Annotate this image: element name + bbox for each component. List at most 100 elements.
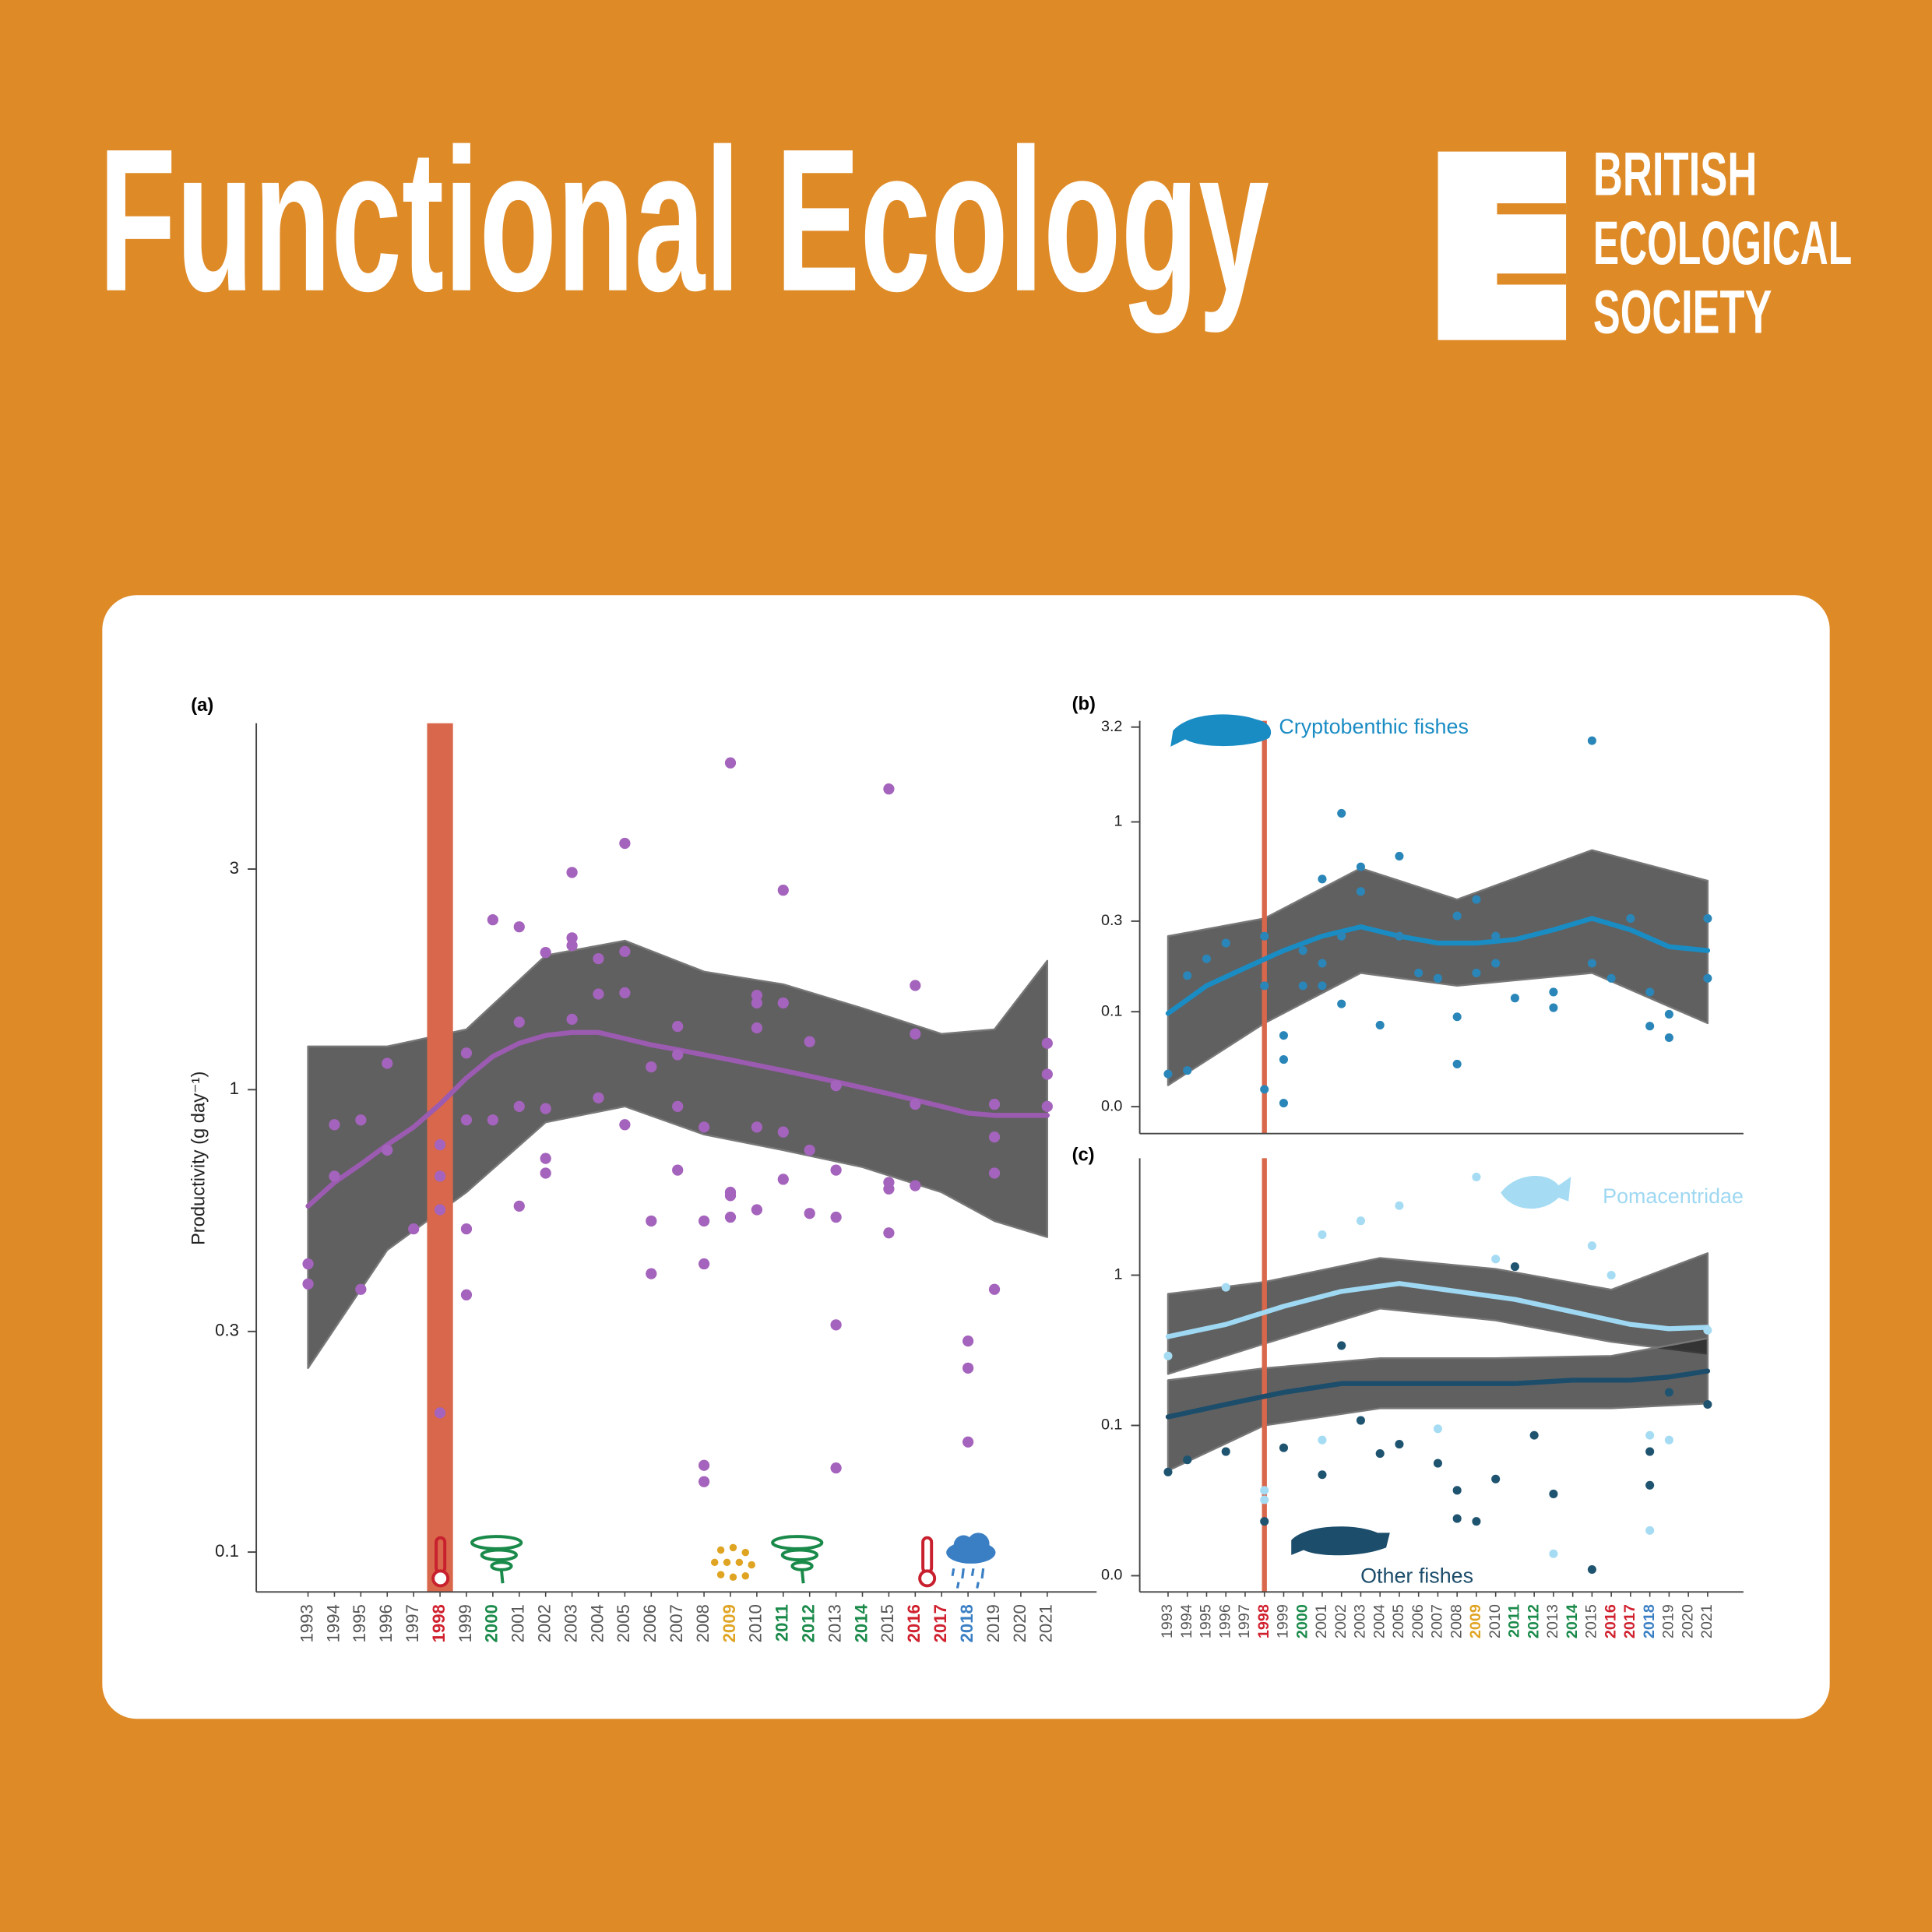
data-point xyxy=(1452,1486,1462,1495)
data-point xyxy=(1337,1341,1346,1350)
data-point xyxy=(1163,1351,1173,1360)
data-point xyxy=(1041,1068,1053,1080)
data-point xyxy=(1318,1435,1327,1445)
data-point xyxy=(672,1100,684,1112)
panel-label: (b) xyxy=(1072,694,1096,714)
legend-label: Other fishes xyxy=(1360,1564,1473,1587)
data-point xyxy=(1510,1262,1519,1272)
data-point xyxy=(883,1183,895,1195)
y-tick-label: 0.1 xyxy=(1101,1002,1122,1019)
data-point xyxy=(1491,931,1501,941)
trend-line xyxy=(1165,916,1711,1016)
data-point xyxy=(830,1080,842,1092)
fish-silhouette xyxy=(1501,1175,1571,1209)
data-point xyxy=(593,952,604,965)
y-tick-label: 0.1 xyxy=(1101,1416,1122,1434)
fish-silhouette xyxy=(1170,714,1272,747)
x-tick-label: 2005 xyxy=(614,1604,633,1642)
data-point xyxy=(619,945,631,957)
panel-label: (a) xyxy=(191,695,213,716)
data-point xyxy=(566,940,578,952)
y-tick-label: 0.0 xyxy=(1101,1567,1122,1584)
data-point xyxy=(460,1047,473,1059)
data-point xyxy=(646,1268,657,1279)
data-point xyxy=(1318,1230,1327,1240)
data-point xyxy=(1606,1270,1616,1280)
data-point xyxy=(1279,1031,1288,1040)
data-point xyxy=(1041,1100,1053,1112)
data-point xyxy=(830,1462,842,1474)
x-tick-label: 2017 xyxy=(1621,1604,1638,1638)
data-point xyxy=(460,1114,473,1126)
data-point xyxy=(751,1121,763,1133)
x-tick-label: 2005 xyxy=(1390,1604,1407,1638)
data-point xyxy=(302,1278,314,1290)
data-point xyxy=(1452,1514,1462,1523)
x-tick-label: 2015 xyxy=(878,1604,897,1642)
data-point xyxy=(1645,1480,1655,1490)
x-tick-label: 2012 xyxy=(799,1604,818,1642)
x-tick-label: 2006 xyxy=(640,1604,660,1642)
x-tick-label: 2021 xyxy=(1698,1604,1716,1638)
x-tick-label: 1993 xyxy=(297,1604,316,1642)
x-tick-label: 1993 xyxy=(1159,1604,1176,1638)
x-tick-label: 1995 xyxy=(350,1604,369,1642)
society-name: BRITISH xyxy=(1593,139,1757,208)
x-tick-label: 2013 xyxy=(825,1604,844,1642)
x-tick-label: 1995 xyxy=(1198,1604,1215,1638)
data-point xyxy=(698,1459,710,1471)
data-point xyxy=(382,1057,393,1069)
logo-bar xyxy=(1497,273,1567,285)
rain-icon xyxy=(946,1533,996,1589)
x-tick-label: 2021 xyxy=(1036,1604,1056,1642)
data-point xyxy=(1395,931,1404,941)
data-point xyxy=(830,1319,842,1331)
data-point xyxy=(1221,1283,1230,1292)
data-point xyxy=(1356,887,1365,896)
data-point xyxy=(1260,931,1269,941)
data-point xyxy=(1395,1201,1404,1210)
x-tick-label: 2012 xyxy=(1525,1604,1542,1638)
event-highlight xyxy=(1262,1158,1267,1592)
data-point xyxy=(1375,1020,1385,1029)
data-point xyxy=(777,885,789,896)
data-point xyxy=(1337,999,1346,1008)
data-point xyxy=(1298,946,1307,955)
data-point xyxy=(460,1223,473,1235)
legend-label: Cryptobenthic fishes xyxy=(1279,715,1469,738)
x-tick-label: 2011 xyxy=(772,1604,792,1642)
x-tick-label: 2011 xyxy=(1506,1604,1523,1638)
data-point xyxy=(1703,1325,1712,1335)
data-point xyxy=(329,1170,340,1182)
data-point xyxy=(1337,808,1346,818)
data-point xyxy=(566,932,578,944)
data-point xyxy=(1163,1069,1173,1079)
data-point xyxy=(1664,1435,1673,1445)
legend-label: Pomacentridae xyxy=(1603,1184,1744,1208)
data-point xyxy=(329,1119,340,1131)
x-tick-label: 1998 xyxy=(429,1604,449,1642)
x-tick-label: 2020 xyxy=(1010,1604,1029,1642)
data-point xyxy=(355,1283,367,1295)
data-point xyxy=(804,1036,815,1047)
x-tick-label: 2013 xyxy=(1544,1604,1561,1638)
y-tick-label: 0.3 xyxy=(215,1321,239,1340)
data-point xyxy=(1703,1399,1712,1409)
data-point xyxy=(619,1119,631,1131)
x-tick-label: 2018 xyxy=(1641,1604,1658,1638)
data-point xyxy=(513,1016,525,1028)
data-point xyxy=(1163,1467,1173,1476)
data-point xyxy=(646,1061,657,1073)
data-point xyxy=(487,1114,498,1126)
data-point xyxy=(1337,931,1346,941)
x-tick-label: 1994 xyxy=(1178,1604,1195,1638)
event-icons xyxy=(431,1533,996,1589)
data-point xyxy=(1433,1424,1442,1434)
data-point xyxy=(988,1098,1001,1110)
x-tick-label: 2014 xyxy=(1564,1604,1581,1638)
data-point xyxy=(566,1013,578,1026)
x-tick-label: 2017 xyxy=(931,1604,950,1642)
data-point xyxy=(751,1022,763,1034)
x-tick-label: 2019 xyxy=(1660,1604,1677,1638)
